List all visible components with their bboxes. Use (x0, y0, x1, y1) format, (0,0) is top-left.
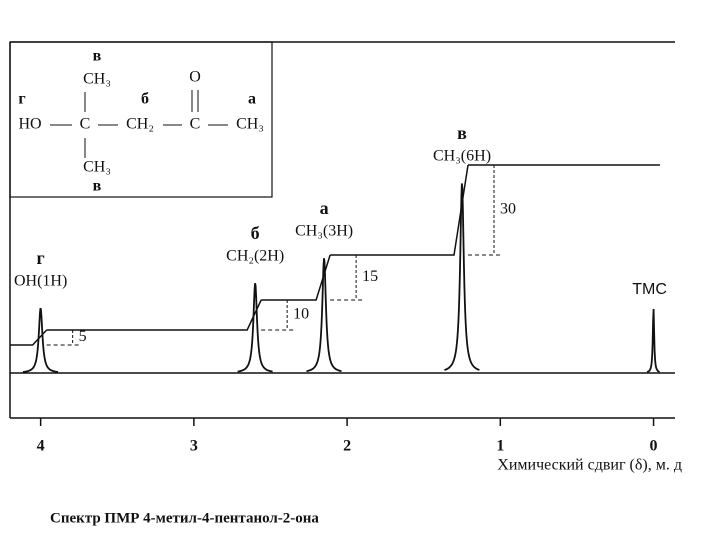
peak (306, 258, 342, 373)
atom: HO (18, 116, 41, 133)
peak-group: CH₃(6H) (433, 148, 491, 165)
group: CH₃ (83, 159, 111, 176)
integral-step (10, 329, 48, 346)
label: а (248, 91, 256, 108)
integral-step (330, 164, 469, 256)
atom: CH₂ (126, 116, 154, 133)
structure-box (9, 41, 273, 198)
label: в (93, 178, 102, 195)
peak (22, 307, 59, 373)
integral-label: 5 (79, 328, 87, 345)
caption: Спектр ПМР 4-метил-4-пентанол-2-она (50, 510, 319, 526)
x-tick-label: 3 (190, 438, 198, 455)
peak-group: OH(1H) (14, 273, 67, 290)
structure: в CH₃ г б а O HO C CH₂ C CH₃ CH₃ в (18, 48, 264, 195)
atom: C (190, 116, 201, 133)
atom: C (80, 116, 91, 133)
label: б (141, 91, 149, 108)
atom: CH₃ (236, 116, 264, 133)
integral-label: 30 (500, 201, 516, 218)
x-tick-label: 4 (37, 438, 45, 455)
reference-label: ТМС (632, 281, 667, 298)
x-tick-label: 1 (496, 438, 504, 455)
peak-letter: а (320, 198, 329, 218)
peak-letter: в (457, 123, 467, 143)
group: CH₃ (83, 71, 111, 88)
peak-letter: б (251, 223, 260, 243)
integral-label: 10 (293, 306, 309, 323)
integral-label: 15 (362, 268, 378, 285)
peak-group: CH₂(2H) (226, 248, 284, 265)
peak-letter: г (37, 248, 45, 268)
x-axis-label: Химический сдвиг (δ), м. д (497, 457, 682, 474)
peak (444, 183, 480, 371)
reference-peak (646, 308, 660, 373)
label: в (93, 48, 102, 65)
peak (237, 283, 273, 373)
peak-group: CH₃(3H) (295, 223, 353, 240)
x-tick-label: 2 (343, 438, 351, 455)
integral-step (46, 299, 262, 331)
atom: O (189, 69, 201, 86)
x-tick-label: 0 (650, 438, 658, 455)
label: г (18, 91, 25, 108)
integral-step (261, 254, 331, 301)
